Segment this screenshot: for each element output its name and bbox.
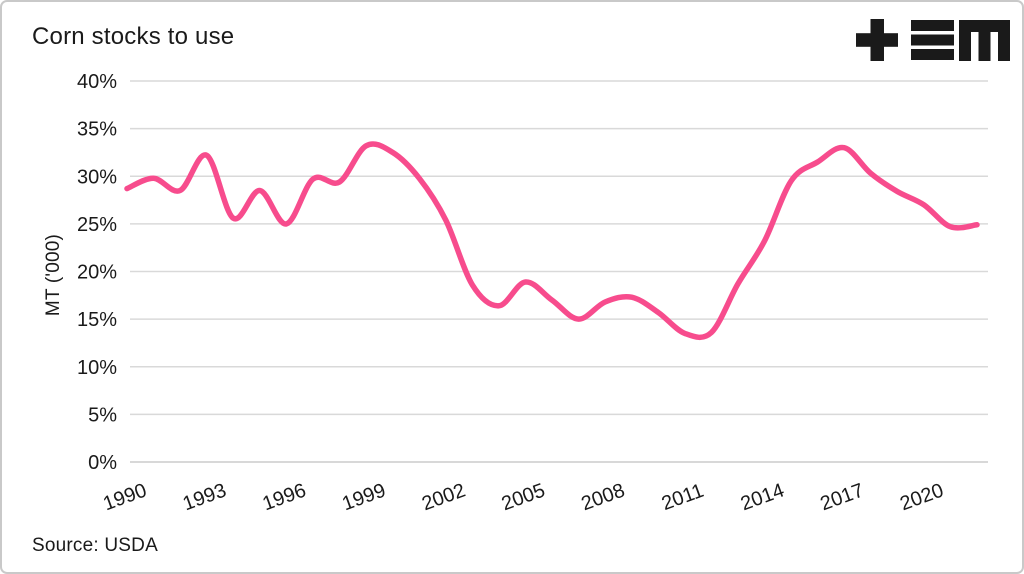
plus-icon <box>856 19 898 61</box>
y-tick-label: 10% <box>77 357 117 379</box>
y-tick-label: 0% <box>88 452 117 474</box>
x-tick-label: 2011 <box>659 480 707 515</box>
triple-bar-icon <box>911 20 954 60</box>
x-tick-label: 2014 <box>738 479 787 515</box>
squared-m-icon <box>959 20 1010 61</box>
y-tick-label: 35% <box>77 119 117 141</box>
trend-line <box>124 141 980 341</box>
x-tick-label: 2002 <box>419 479 468 515</box>
y-tick-label: 30% <box>77 166 117 188</box>
y-tick-label: 20% <box>77 262 117 284</box>
y-tick-label: 25% <box>77 214 117 236</box>
x-tick-label: 2020 <box>897 479 946 515</box>
y-tick-label: 15% <box>77 309 117 331</box>
source-text: Source: USDA <box>32 535 158 556</box>
x-tick-label: 2008 <box>578 479 627 515</box>
x-tick-label: 1993 <box>180 479 229 515</box>
x-tick-label: 2005 <box>499 479 548 515</box>
x-tick-label: 1999 <box>339 479 388 515</box>
x-tick-label: 2017 <box>817 479 866 515</box>
x-tick-label: 1996 <box>260 479 309 515</box>
y-tick-label: 5% <box>88 404 117 426</box>
chart-title: Corn stocks to use <box>32 23 235 50</box>
tem-logo <box>856 19 1010 61</box>
x-tick-label: 1990 <box>100 479 149 515</box>
y-tick-label: 40% <box>77 71 117 93</box>
